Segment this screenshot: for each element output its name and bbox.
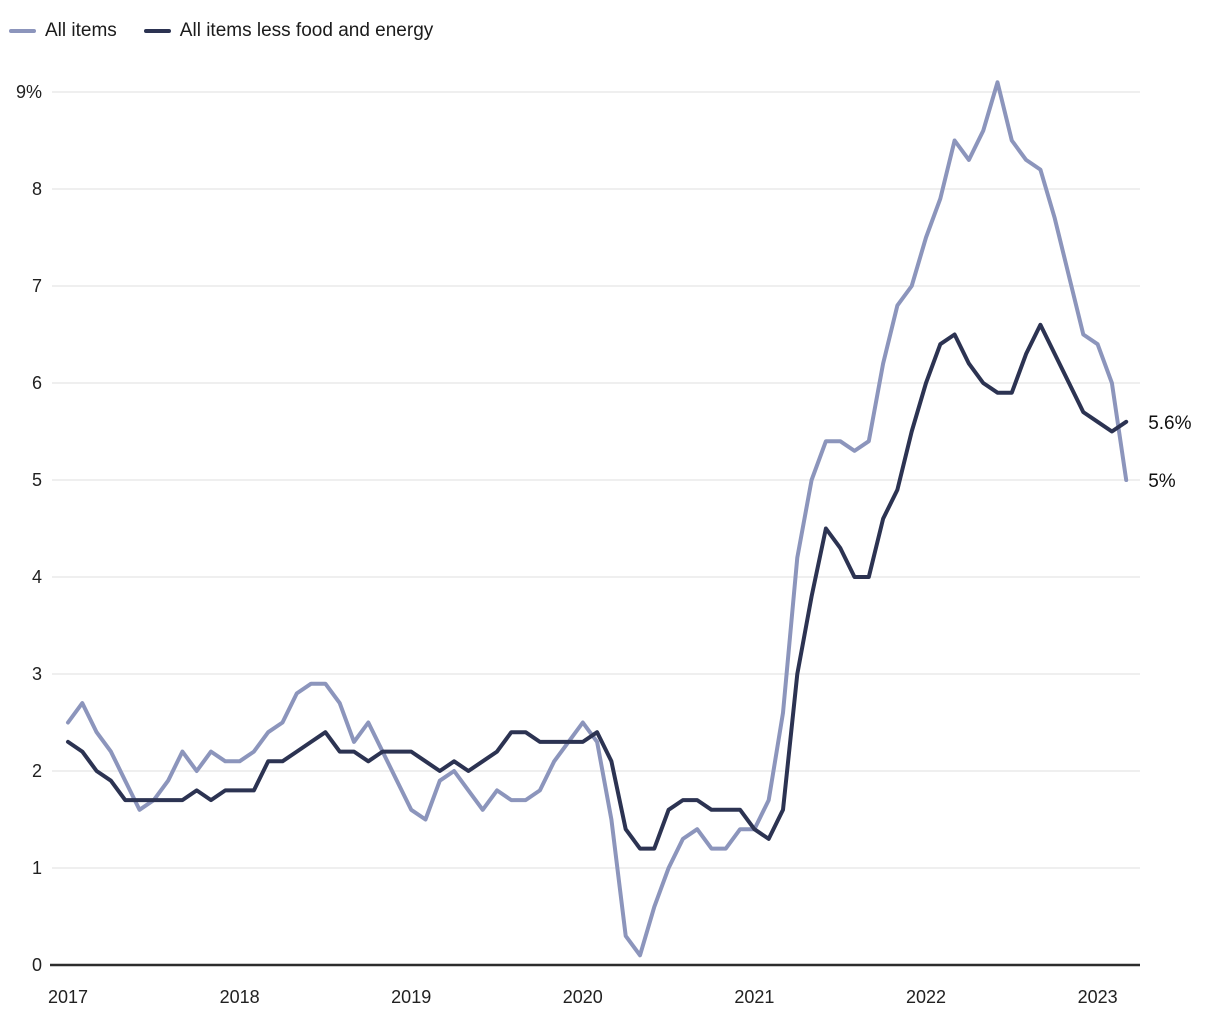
- core-line-swatch: [143, 28, 171, 33]
- y-tick-label: 4: [32, 567, 42, 587]
- core-legend-label: All items less food and energy: [179, 20, 434, 41]
- legend-item-core: All items less food and energy: [143, 20, 434, 41]
- y-tick-label: 0: [32, 955, 42, 975]
- series-line-all-items: [66, 80, 1129, 958]
- y-tick-label: 3: [32, 664, 42, 684]
- y-tick-label: 7: [32, 276, 42, 296]
- legend-item-all-items: All items: [9, 21, 117, 40]
- x-tick-label: 2023: [1078, 987, 1118, 1007]
- y-tick-label: 9%: [16, 82, 42, 102]
- series-end-label-all-items-less-food-and-energy: 5.6%: [1148, 413, 1191, 434]
- x-tick-label: 2021: [734, 987, 774, 1007]
- x-tick-label: 2017: [48, 987, 88, 1007]
- x-tick-label: 2018: [220, 987, 260, 1007]
- y-tick-label: 1: [32, 858, 42, 878]
- x-tick-label: 2022: [906, 987, 946, 1007]
- series-line-all-items-less-food-and-energy: [66, 322, 1129, 851]
- x-tick-label: 2020: [563, 987, 603, 1007]
- y-tick-label: 6: [32, 373, 42, 393]
- y-tick-label: 2: [32, 761, 42, 781]
- all-items-legend-label: All items: [45, 20, 117, 41]
- all-items-line-swatch: [9, 28, 36, 33]
- y-tick-label: 5: [32, 470, 42, 490]
- x-tick-label: 2019: [391, 987, 431, 1007]
- series-end-label-all-items: 5%: [1148, 471, 1176, 492]
- chart-legend: All items All items less food and energy: [9, 21, 433, 40]
- y-tick-label: 8: [32, 179, 42, 199]
